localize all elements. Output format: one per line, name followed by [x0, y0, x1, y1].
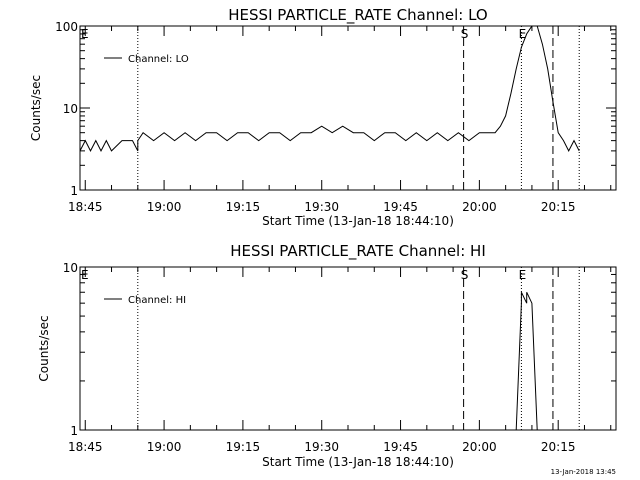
plot-frame [79, 266, 617, 431]
x-tick-label: 20:15 [541, 440, 576, 454]
x-tick-label: 19:00 [147, 200, 182, 214]
x-tick-label: 19:45 [383, 200, 418, 214]
chart-title: HESSI PARTICLE_RATE Channel: LO [228, 6, 487, 25]
x-tick-label: 18:45 [68, 200, 103, 214]
y-tick-label: 10 [63, 102, 78, 116]
x-axis-label: Start Time (13-Jan-18 18:44:10) [262, 214, 454, 228]
y-axis-label: Counts/sec [37, 315, 51, 381]
y-tick-label: 100 [55, 20, 78, 34]
x-tick-label: 19:15 [226, 440, 261, 454]
x-tick-label: 19:15 [226, 200, 261, 214]
legend-label: Channel: LO [128, 54, 189, 65]
legend-label: Channel: HI [128, 295, 186, 306]
x-tick-label: 20:00 [462, 440, 497, 454]
x-tick-label: 19:30 [304, 200, 339, 214]
marker-label: S [461, 268, 469, 282]
y-tick-label: 10 [63, 261, 78, 275]
marker-label: S [461, 27, 469, 41]
x-tick-label: 20:00 [462, 200, 497, 214]
data-series-line [79, 25, 580, 153]
y-axis-label: Counts/sec [29, 75, 43, 141]
x-tick-label: 19:45 [383, 440, 418, 454]
plot-frame [79, 25, 617, 191]
marker-label: E [519, 27, 527, 41]
chart-title: HESSI PARTICLE_RATE Channel: HI [230, 242, 486, 261]
marker-label: E [81, 268, 89, 282]
marker-label: E [81, 27, 89, 41]
x-tick-label: 19:30 [304, 440, 339, 454]
x-tick-label: 19:00 [147, 440, 182, 454]
y-tick-label: 1 [70, 424, 78, 438]
marker-label: E [519, 268, 527, 282]
data-series-line [515, 291, 538, 431]
x-tick-label: 20:15 [541, 200, 576, 214]
footer-date: 13-Jan-2018 13:45 [551, 468, 616, 476]
x-axis-label: Start Time (13-Jan-18 18:44:10) [262, 455, 454, 469]
x-tick-label: 18:45 [68, 440, 103, 454]
y-tick-label: 1 [70, 184, 78, 198]
